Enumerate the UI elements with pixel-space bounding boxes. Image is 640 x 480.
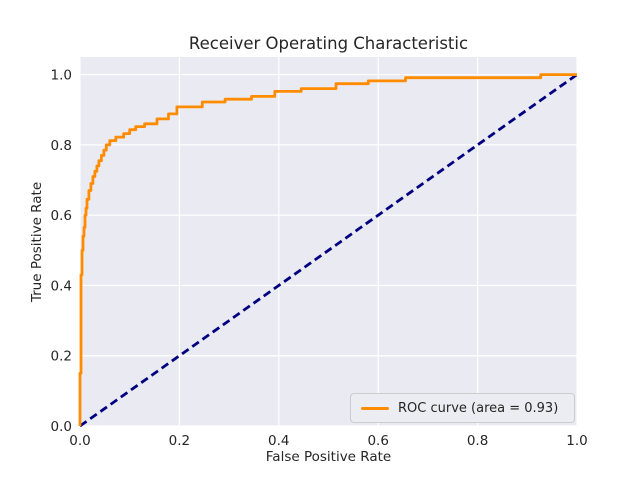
y-tick-label: 1.0 xyxy=(51,68,72,84)
y-tick-label: 0.6 xyxy=(51,208,72,224)
roc-curve-line xyxy=(78,73,577,426)
legend: ROC curve (area = 0.93) xyxy=(350,393,575,423)
y-tick-label: 0.0 xyxy=(51,419,72,435)
x-tick-label: 0.0 xyxy=(69,433,90,449)
chart-title: Receiver Operating Characteristic xyxy=(188,34,469,53)
plot-background xyxy=(80,57,577,426)
x-tick-label: 0.4 xyxy=(268,433,289,449)
x-tick-label: 0.2 xyxy=(169,433,190,449)
y-axis-label: True Positive Rate xyxy=(29,181,45,303)
x-tick-label: 0.8 xyxy=(467,433,488,449)
y-tick-label: 0.8 xyxy=(51,138,72,154)
roc-curve-swatch xyxy=(361,406,389,410)
y-tick-label: 0.4 xyxy=(51,278,72,294)
chance-diagonal-line xyxy=(79,73,578,428)
legend-label: ROC curve (area = 0.93) xyxy=(398,400,559,416)
x-tick-label: 0.6 xyxy=(367,433,388,449)
y-tick-label: 0.2 xyxy=(51,349,72,365)
x-tick-label: 1.0 xyxy=(566,433,587,449)
x-axis-label: False Positive Rate xyxy=(265,449,392,465)
